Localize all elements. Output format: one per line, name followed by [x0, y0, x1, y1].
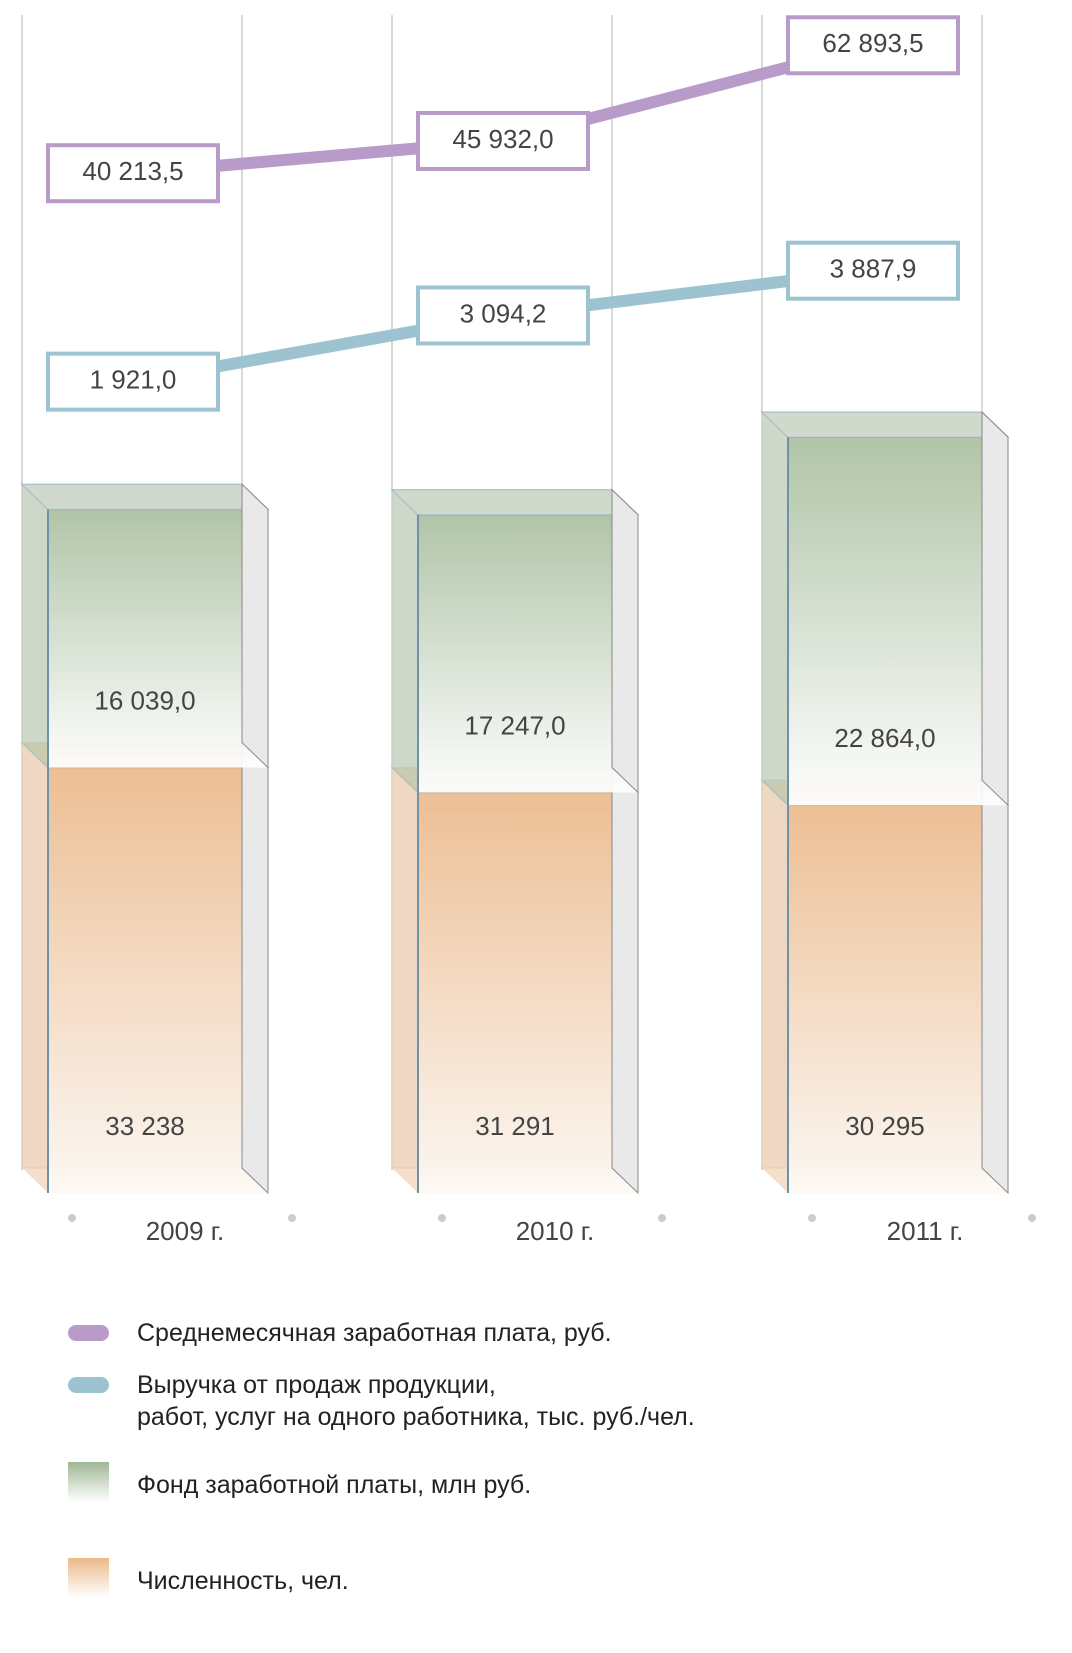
legend-swatch — [68, 1462, 109, 1502]
bar-left-side — [762, 780, 788, 1193]
label-box — [46, 143, 220, 204]
bar-left-side — [392, 489, 418, 793]
label-box — [46, 351, 220, 412]
bar-right-side — [981, 410, 1009, 807]
bar — [48, 767, 268, 1193]
label-box — [786, 15, 960, 76]
bar-left-side — [392, 767, 418, 1193]
label-box — [416, 285, 590, 346]
bar-box: 17 247,0 — [390, 488, 640, 794]
x-tick-label: 2011 г. — [887, 1216, 964, 1246]
bar — [788, 437, 1008, 806]
bar-right-side — [241, 741, 269, 1195]
bar — [48, 509, 268, 768]
label-box — [416, 110, 590, 171]
bar-top — [390, 489, 640, 516]
chart: 2009 г. 2010 г. 2011 г. 33 238 16 039,0 31 29… — [20, 15, 1036, 1246]
bar-box: 30 295 — [760, 779, 1010, 1195]
x-tick-label: 2010 г. — [516, 1216, 595, 1246]
bar — [418, 514, 638, 793]
data-label: 22 864,0 — [834, 723, 935, 753]
data-label: 62 893,5 — [822, 28, 923, 58]
bar-right-side — [241, 483, 269, 769]
data-label: 45 932,0 — [452, 124, 553, 154]
legend-swatch — [68, 1377, 109, 1393]
data-label: 3 887,9 — [830, 254, 917, 284]
bar-left-side — [22, 484, 48, 768]
bar-left-side — [22, 742, 48, 1193]
data-label: 3 094,2 — [460, 298, 547, 328]
data-label: 1 921,0 — [90, 365, 177, 395]
data-label: 31 291 — [475, 1111, 555, 1141]
data-label: 30 295 — [845, 1111, 925, 1141]
bar — [788, 805, 1008, 1193]
axis-dot — [808, 1214, 816, 1222]
data-label: 17 247,0 — [464, 710, 565, 740]
data-label: 16 039,0 — [94, 685, 195, 715]
legend-swatch — [68, 1558, 109, 1598]
bar-box: 33 238 — [20, 741, 270, 1195]
legend-label: Фонд заработной платы, млн руб. — [137, 1471, 532, 1499]
legend-label: Выручка от продаж продукции, работ, услу… — [137, 1371, 695, 1431]
data-label: 33 238 — [105, 1111, 185, 1141]
axis-dot — [658, 1214, 666, 1222]
bar-box: 16 039,0 — [20, 483, 270, 769]
bar-right-side — [611, 766, 639, 1195]
legend-label: Среднемесячная заработная плата, руб. — [137, 1319, 612, 1347]
bar-right-side — [611, 488, 639, 794]
bar-box: 22 864,0 — [760, 410, 1010, 807]
label-box — [786, 240, 960, 301]
bar-top — [760, 411, 1010, 438]
bar — [418, 792, 638, 1193]
axis-dot — [438, 1214, 446, 1222]
axis-dot — [288, 1214, 296, 1222]
bar-top — [20, 483, 270, 511]
bar-box: 31 291 — [390, 766, 640, 1195]
bar-right-side — [981, 779, 1009, 1195]
data-label: 40 213,5 — [82, 156, 183, 186]
x-tick-label: 2009 г. — [146, 1216, 225, 1246]
axis-dot — [1028, 1214, 1036, 1222]
legend-label: Численность, чел. — [137, 1567, 349, 1595]
axis-dot — [68, 1214, 76, 1222]
legend-swatch — [68, 1325, 109, 1341]
bar-left-side — [762, 412, 788, 806]
